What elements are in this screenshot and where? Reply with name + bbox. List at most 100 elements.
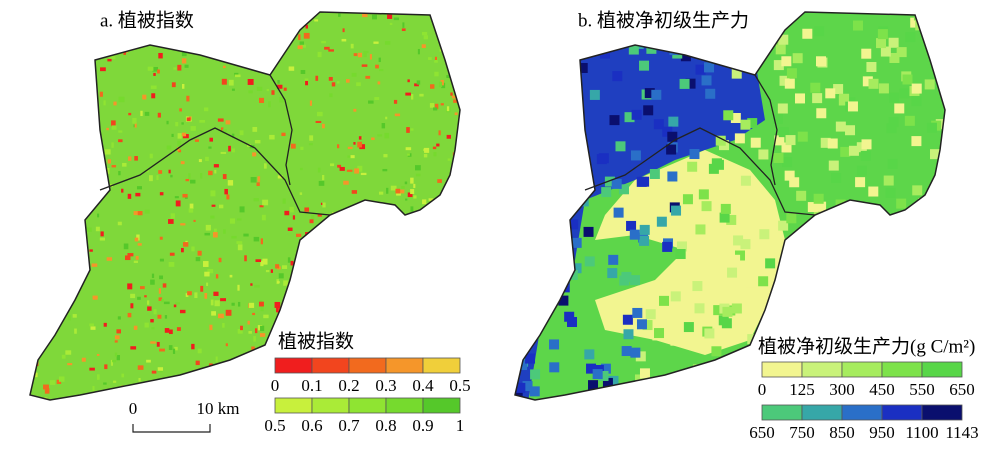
texture (89, 198, 93, 203)
texture (52, 229, 56, 233)
texture (515, 94, 524, 105)
texture (357, 141, 362, 148)
texture (400, 262, 407, 268)
texture (437, 277, 443, 284)
texture (613, 207, 624, 218)
texture (276, 281, 280, 284)
texture (900, 288, 911, 299)
texture (889, 52, 900, 63)
texture (179, 309, 186, 314)
texture (195, 257, 201, 262)
texture (35, 108, 38, 111)
texture (905, 32, 916, 43)
texture (157, 112, 161, 118)
texture (168, 345, 173, 351)
texture (72, 314, 77, 318)
texture (163, 301, 170, 305)
texture (670, 291, 681, 302)
texture (785, 135, 796, 146)
texture (929, 309, 940, 320)
texture (124, 37, 130, 43)
texture (682, 194, 693, 205)
texture (268, 101, 271, 108)
texture (465, 286, 468, 292)
texture (943, 258, 945, 269)
texture (39, 166, 43, 171)
texture (727, 267, 738, 278)
texture (265, 42, 269, 46)
texture (222, 65, 226, 69)
texture (116, 329, 121, 334)
texture (419, 93, 424, 97)
texture (290, 143, 296, 149)
texture (773, 60, 784, 71)
texture (220, 298, 227, 302)
texture (236, 241, 243, 244)
legend-swatch (761, 404, 803, 421)
texture (170, 174, 173, 178)
texture (543, 301, 554, 312)
texture (394, 113, 401, 117)
texture (156, 341, 160, 347)
texture (276, 307, 279, 313)
texture (405, 293, 412, 299)
texture (231, 133, 235, 138)
texture (181, 132, 187, 137)
texture (118, 139, 123, 143)
texture (254, 140, 261, 144)
texture (397, 259, 402, 265)
texture (813, 193, 824, 204)
texture (569, 89, 580, 100)
texture (121, 373, 125, 378)
texture (199, 29, 205, 33)
texture (34, 289, 37, 296)
texture (558, 171, 569, 182)
texture (213, 164, 219, 168)
texture (347, 155, 351, 158)
legend-swatch (881, 361, 923, 378)
texture (257, 325, 263, 331)
texture (103, 100, 106, 106)
texture (885, 187, 896, 198)
texture (146, 169, 149, 173)
texture (271, 90, 275, 95)
texture (889, 306, 900, 317)
legend-label: 850 (829, 423, 855, 442)
texture (374, 97, 380, 101)
texture (630, 275, 641, 286)
texture (368, 100, 374, 104)
texture (158, 170, 163, 174)
texture (234, 74, 241, 78)
texture (866, 61, 877, 72)
texture (639, 60, 650, 71)
texture (34, 163, 41, 169)
texture (440, 79, 444, 86)
texture (123, 243, 129, 250)
texture (942, 211, 945, 222)
texture (390, 185, 397, 191)
texture (100, 67, 106, 72)
texture (407, 342, 410, 349)
texture (789, 177, 800, 188)
texture (643, 407, 653, 417)
texture (363, 50, 369, 54)
texture (144, 322, 149, 328)
texture (888, 305, 899, 316)
texture (58, 316, 64, 321)
texture (90, 326, 96, 330)
texture (429, 209, 435, 213)
texture (779, 75, 790, 86)
texture (218, 204, 224, 209)
texture (433, 107, 438, 111)
texture (351, 325, 355, 330)
texture (171, 133, 174, 138)
texture (35, 372, 38, 378)
texture (136, 234, 140, 241)
legend-swatch (841, 361, 883, 378)
texture (34, 354, 39, 358)
texture (194, 139, 199, 142)
texture (448, 43, 454, 49)
texture (30, 321, 32, 325)
texture (49, 270, 54, 276)
